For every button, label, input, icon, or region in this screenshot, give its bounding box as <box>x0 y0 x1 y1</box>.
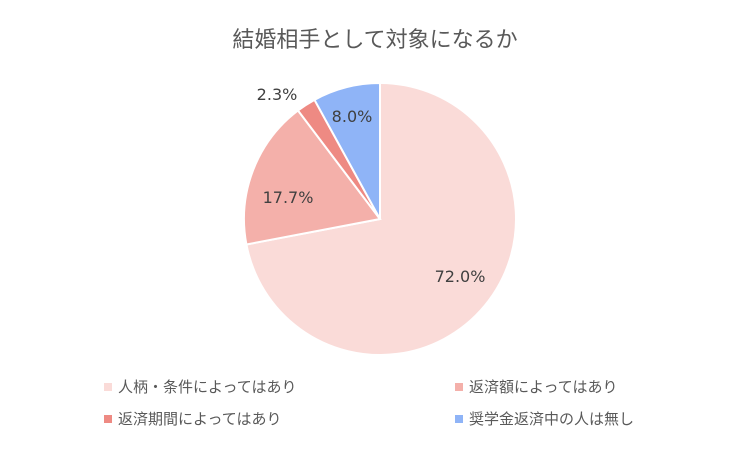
data-label-repayment-period: 2.3% <box>257 85 298 104</box>
legend-item-repayment-period: 返済期間によってはあり <box>104 408 282 429</box>
legend: 人柄・条件によってはあり 返済額によってはあり 返済期間によってはあり 奨学金返… <box>0 368 750 438</box>
legend-swatch-personality <box>104 382 112 391</box>
chart-title: 結婚相手として対象になるか <box>232 28 518 53</box>
pie-slice-repayment-amount <box>243 109 382 246</box>
legend-swatch-repayment-period <box>104 414 112 423</box>
legend-item-no: 奨学金返済中の人は無し <box>455 408 634 429</box>
legend-item-personality: 人柄・条件によってはあり <box>104 376 297 397</box>
pie-slice-no <box>313 81 381 220</box>
data-label-personality: 72.0% <box>435 267 486 286</box>
legend-label-personality: 人柄・条件によってはあり <box>118 378 297 396</box>
data-label-repayment-amount: 17.7% <box>263 188 314 207</box>
legend-label-repayment-period: 返済期間によってはあり <box>118 410 282 428</box>
legend-item-repayment-amount: 返済額によってはあり <box>455 376 618 397</box>
legend-label-no: 奨学金返済中の人は無し <box>469 410 635 428</box>
pie-chart: 72.0% 17.7% 2.3% 8.0% <box>243 81 517 356</box>
legend-label-repayment-amount: 返済額によってはあり <box>469 378 618 396</box>
data-label-no: 8.0% <box>332 107 373 126</box>
legend-swatch-repayment-amount <box>455 382 463 391</box>
legend-swatch-no <box>455 414 463 423</box>
